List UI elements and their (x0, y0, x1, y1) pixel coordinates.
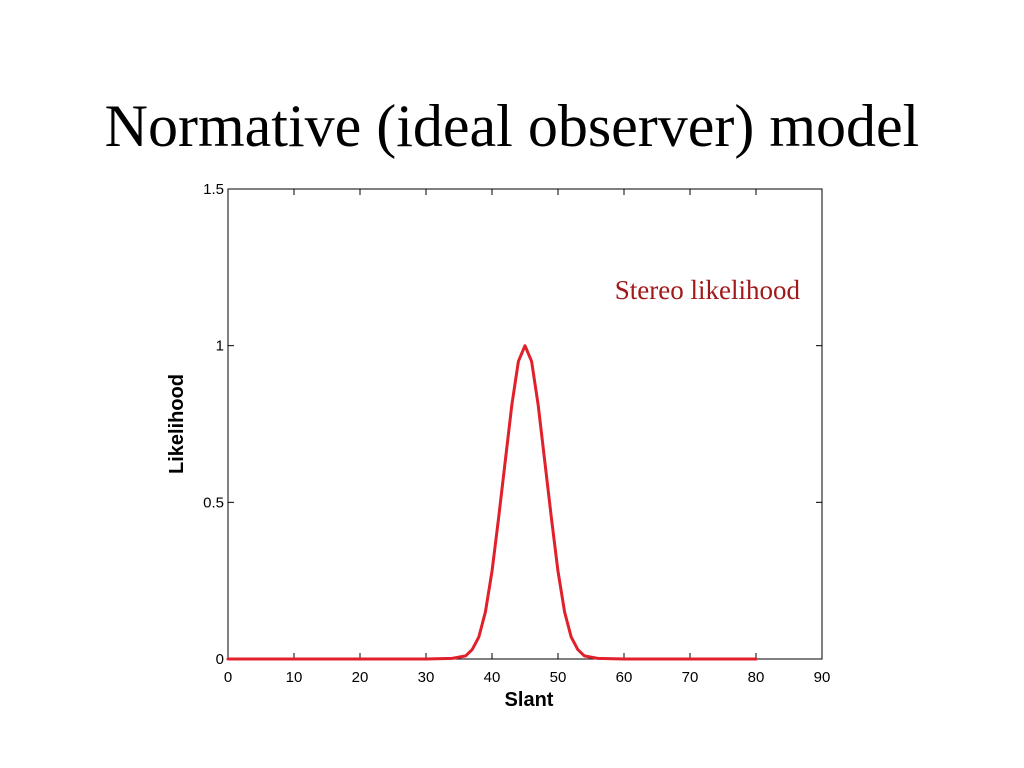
x-tick-label: 40 (484, 669, 501, 686)
x-tick-label: 30 (418, 669, 435, 686)
x-axis-ticks: 0 10 20 30 40 50 60 70 80 90 (224, 189, 831, 686)
x-tick-label: 80 (748, 669, 765, 686)
x-tick-label: 50 (550, 669, 567, 686)
plot-frame (227, 188, 823, 660)
x-tick-label: 0 (224, 669, 232, 686)
y-axis-ticks: 0 0.5 1 1.5 (203, 181, 822, 668)
y-tick-label: 0.5 (203, 494, 224, 511)
x-tick-label: 70 (682, 669, 699, 686)
likelihood-series-line (226, 344, 758, 661)
y-tick-label: 1 (216, 338, 224, 355)
y-axis-label: Likelihood (166, 374, 188, 474)
y-tick-label: 1.5 (203, 181, 224, 198)
stereo-likelihood-annotation: Stereo likelihood (615, 275, 801, 305)
x-tick-label: 10 (286, 669, 303, 686)
y-tick-label: 0 (216, 651, 224, 668)
x-tick-label: 90 (814, 669, 831, 686)
x-tick-label: 20 (352, 669, 369, 686)
x-axis-label: Slant (505, 689, 554, 711)
slide-title: Normative (ideal observer) model (104, 93, 920, 159)
x-tick-label: 60 (616, 669, 633, 686)
series-layer (226, 344, 758, 661)
